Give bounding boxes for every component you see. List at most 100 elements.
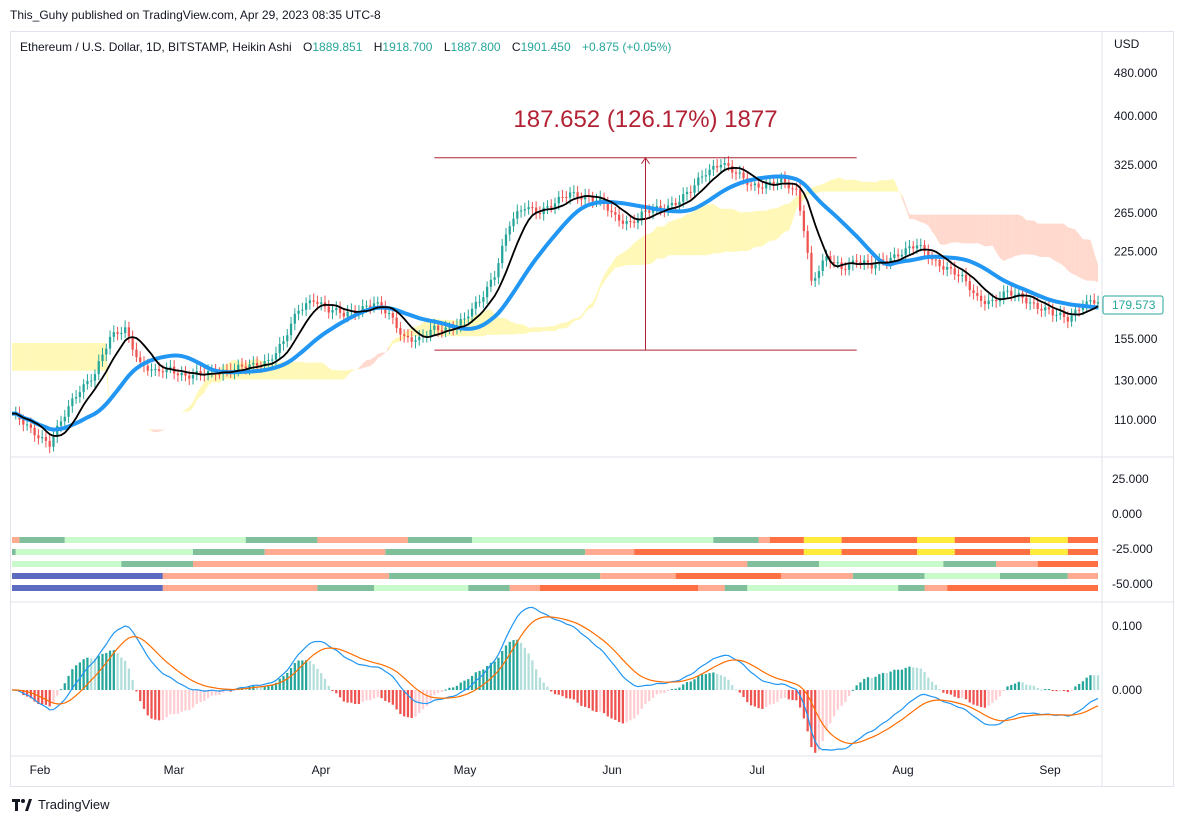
macd-histogram-bar [776,690,779,702]
candle [1085,301,1088,307]
macd-histogram-bar [659,690,662,694]
candle [470,308,474,317]
macd-histogram-bar [761,690,764,709]
macd-axis[interactable]: 0.100 0.000 [1112,619,1142,697]
macd-histogram-bar [934,684,937,690]
time-axis[interactable]: Feb Mar Apr May Jun Jul Aug Sep [30,763,1061,777]
cloud-segment [355,367,359,370]
candle [953,268,956,275]
candle [255,362,259,367]
macd-histogram-bar [561,690,564,697]
macd-histogram-bar [953,690,956,697]
cloud-segment [830,179,835,192]
candle [312,300,315,302]
candle [1096,302,1100,304]
tradingview-logo-icon [12,798,32,811]
cloud-segment [637,237,642,265]
candle [410,337,413,342]
cloud-segment [91,342,95,371]
candle [508,226,511,235]
cloud-segment [174,417,178,421]
macd-histogram-bar [154,690,157,720]
macd-histogram-bar [195,690,198,704]
price-tick-label: 265.000 [1114,206,1158,220]
ribbon-segment [600,573,676,579]
macd-histogram-bar [825,690,828,731]
cloud-segment [1022,216,1027,255]
macd-histogram-bar [693,679,696,690]
macd-histogram-bar [757,690,760,709]
published-line: This_Guhy published on TradingView.com, … [10,8,381,22]
cloud-segment [328,367,333,380]
candle [293,313,296,324]
cloud-segment [905,203,910,220]
cloud-segment [607,263,612,277]
macd-histogram-bar [1002,690,1005,691]
candle [742,172,745,179]
candle [765,183,768,189]
trend-ribbons [12,537,1098,591]
macd-histogram-bar [829,690,832,724]
macd-histogram-bar [651,690,655,698]
candle [218,374,221,376]
cloud-segment [792,196,797,222]
ribbon-segment [713,537,759,543]
candle [78,392,82,397]
macd-histogram-bar [225,690,229,692]
candle [757,183,760,188]
ribbon-segment [162,585,318,591]
macd-histogram-bar [983,690,987,708]
macd-histogram-bar [255,686,259,690]
macd-histogram-bar [1078,683,1081,690]
macd-histogram-bar [33,690,36,702]
cloud-segment [377,352,382,359]
macd-histogram-bar [765,690,768,707]
oscillator-axis[interactable]: 25.000 0.000 -25.000 -50.000 [1112,472,1153,591]
measure-tool[interactable]: 187.652 (126.17%) 1877 [434,106,857,351]
cloud-segment [151,429,156,433]
cloud-segment [815,185,819,194]
macd-histogram-bar [278,678,281,690]
cloud-segment [743,212,748,251]
candle [63,416,66,422]
cloud-segment [671,219,676,256]
time-tick-label: Feb [30,763,51,777]
cloud-segment [72,342,77,371]
candle [633,221,636,223]
candle [331,310,334,313]
macd-histogram-bar [523,647,526,690]
cloud-segment [528,327,533,333]
cloud-segment [1045,223,1049,258]
candle [120,333,123,335]
tradingview-logo[interactable]: TradingView [12,797,110,812]
symbol-legend[interactable]: Ethereum / U.S. Dollar, 1D, BITSTAMP, He… [20,40,671,54]
measure-label: 187.652 (126.17%) 1877 [513,106,777,133]
macd-histogram-bar [708,673,711,690]
candle [1059,312,1062,315]
candle [1036,302,1039,309]
candle [885,260,888,263]
macd-histogram-bar [964,690,968,700]
ribbon-segment [539,585,699,591]
candle [327,306,330,313]
ribbon-segment [121,561,193,567]
cloud-segment [189,402,193,412]
symbol-name: Ethereum / U.S. Dollar, 1D, BITSTAMP, He… [20,40,292,54]
cloud-segment [193,393,197,408]
macd-histogram-bar [783,690,787,698]
candle [52,436,55,447]
cloud-segment [68,342,73,371]
cloud-segment [45,342,50,371]
candle [161,371,164,373]
candle [844,268,847,270]
last-price-value: 179.573 [1112,298,1156,312]
price-axis[interactable]: 480.000 400.000 325.000 265.000 225.000 155.0… [1114,66,1158,427]
ribbon-segment [385,549,586,555]
macd-histogram-bar [444,689,447,691]
macd-histogram-bar [508,641,511,690]
ribbon-segment [898,585,925,591]
currency-label: USD [1114,37,1140,51]
macd-histogram-bar [48,690,51,707]
candle [301,309,304,311]
